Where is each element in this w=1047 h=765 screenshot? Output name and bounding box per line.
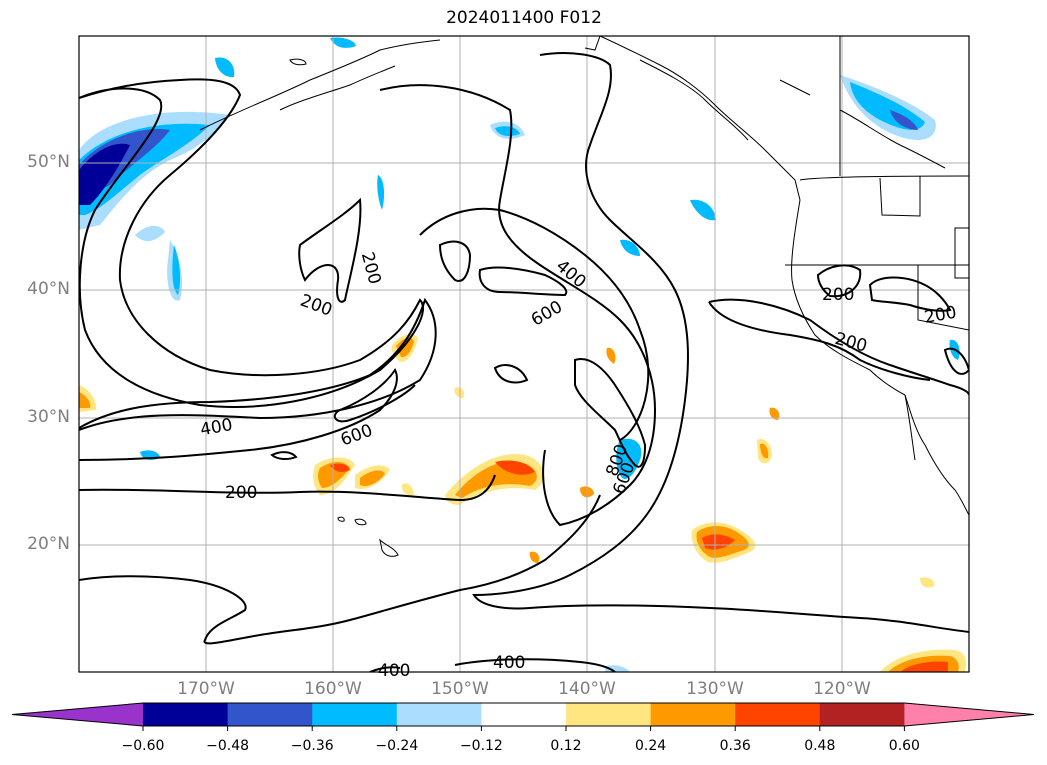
colorbar-tick-label: −0.36 [290, 738, 334, 754]
colorbar-segment [481, 703, 567, 726]
colorbar-tick-label: 0.60 [888, 738, 920, 754]
colorbar-segment [735, 703, 821, 726]
contour-label: 200 [357, 250, 385, 287]
colorbar-segment [396, 703, 482, 726]
lon-label: 150°W [431, 679, 489, 699]
lat-label: 30°N [27, 407, 70, 427]
contour-label: 200 [297, 291, 334, 321]
colorbar-segment [650, 703, 736, 726]
contour-label-group: 200 200 400 600 400 600 200 800 600 200 … [199, 250, 958, 681]
lon-label: 170°W [177, 679, 235, 699]
lat-label: 40°N [27, 279, 70, 299]
coastlines [199, 36, 969, 557]
colorbar-segment [312, 703, 398, 726]
lon-label: 140°W [558, 679, 616, 699]
lat-label: 50°N [27, 152, 70, 172]
colorbar-tick-label: 0.12 [550, 738, 582, 754]
contour-label: 200 [225, 483, 257, 503]
contour-label: 400 [493, 653, 525, 673]
colorbar [11, 702, 1035, 731]
colorbar-tick-label: −0.60 [121, 738, 165, 754]
colorbar-extend-high [904, 703, 1034, 726]
contour-label: 200 [822, 285, 854, 305]
colorbar-tick-label: −0.12 [459, 738, 503, 754]
shading-positive [79, 334, 967, 672]
contour-label: 400 [199, 415, 234, 440]
lon-label: 130°W [686, 679, 744, 699]
map-title: 2024011400 F012 [446, 8, 602, 28]
lat-label: 20°N [27, 534, 70, 554]
contour-label: 400 [378, 661, 410, 681]
contour-lines [79, 52, 969, 672]
shading-negative [79, 37, 960, 672]
colorbar-segment [819, 703, 905, 726]
lon-label: 120°W [813, 679, 871, 699]
contour-label: 200 [923, 303, 958, 328]
colorbar-tick-label: 0.36 [719, 738, 751, 754]
map-frame [78, 35, 970, 673]
colorbar-segment [143, 703, 229, 726]
colorbar-tick-label: 0.24 [635, 738, 667, 754]
contour-label: 600 [528, 297, 566, 331]
colorbar-tick-label: −0.24 [375, 738, 419, 754]
colorbar-tick-label: −0.48 [206, 738, 250, 754]
contour-label: 600 [338, 421, 375, 451]
colorbar-tick-label: 0.48 [804, 738, 836, 754]
graticule [79, 36, 969, 672]
colorbar-segment [566, 703, 652, 726]
contour-label: 400 [552, 256, 590, 292]
lon-label: 160°W [304, 679, 362, 699]
colorbar-extend-low [12, 703, 143, 726]
colorbar-segment [227, 703, 313, 726]
